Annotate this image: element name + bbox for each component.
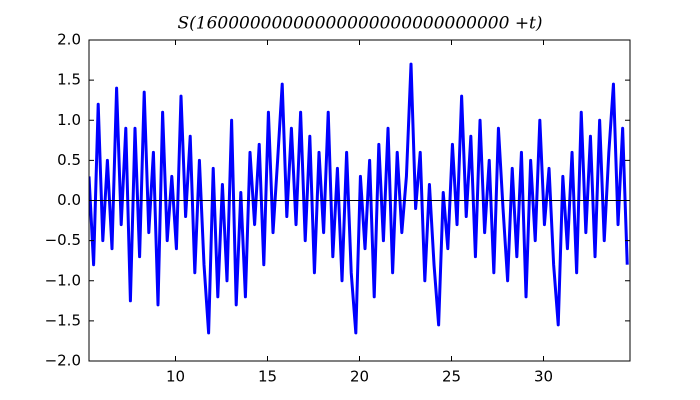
y-tick-label: −2.0 — [45, 352, 81, 370]
y-tick-label: 2.0 — [57, 31, 81, 49]
y-tick-label: −1.5 — [45, 311, 81, 329]
y-tick-label: −1.0 — [45, 271, 81, 289]
y-tick-label: 1.5 — [57, 71, 81, 89]
x-tick-label: 20 — [350, 368, 369, 386]
x-tick-label: 10 — [166, 368, 185, 386]
series-line — [89, 62, 629, 335]
y-tick-label: 0.0 — [57, 191, 81, 209]
y-tick-label: 0.5 — [57, 151, 81, 169]
chart-title: S(16000000000000000000000000000 +t) — [177, 14, 542, 34]
y-tick-label: −0.5 — [45, 231, 81, 249]
x-tick-label: 15 — [258, 368, 277, 386]
x-tick-label: 30 — [534, 368, 553, 386]
x-tick-label: 25 — [442, 368, 461, 386]
y-tick-label: 1.0 — [57, 111, 81, 129]
plot-area — [89, 62, 630, 335]
